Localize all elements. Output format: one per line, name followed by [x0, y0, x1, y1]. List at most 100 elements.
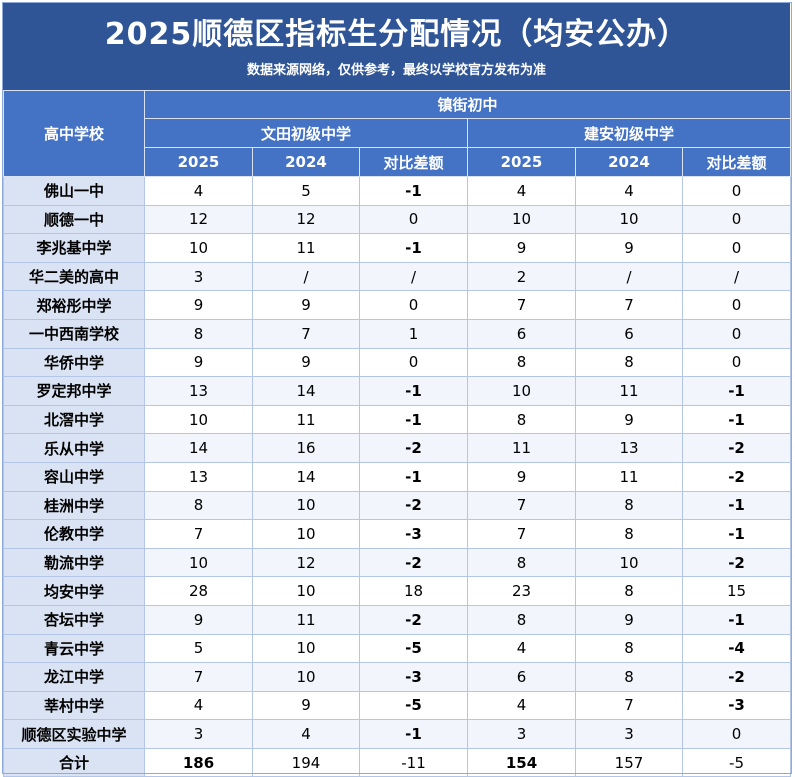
- school-name-cell: 伦教中学: [3, 519, 145, 549]
- value-cell: 9: [467, 461, 576, 492]
- value-cell: 7: [575, 690, 683, 721]
- value-cell: 9: [252, 347, 360, 378]
- value-cell: 0: [681, 347, 792, 378]
- table-row: 杏坛中学 9 11 -2 8 9 -1: [3, 604, 792, 635]
- value-cell: 12: [144, 204, 253, 235]
- page-title: 2025顺德区指标生分配情况（均安公办）: [104, 17, 689, 52]
- value-cell: -2: [681, 547, 792, 578]
- table-row: 青云中学 5 10 -5 4 8 -4: [3, 633, 792, 664]
- value-cell: 3: [144, 261, 253, 292]
- value-cell: -3: [681, 690, 792, 721]
- value-cell: -2: [359, 433, 468, 463]
- value-cell: -1: [681, 604, 792, 635]
- value-cell: 3: [575, 719, 683, 749]
- table-row: 郑裕彤中学 9 9 0 7 7 0: [3, 290, 792, 320]
- value-cell: 8: [467, 347, 576, 378]
- value-cell: 11: [467, 433, 576, 463]
- value-cell: 11: [575, 461, 683, 492]
- value-cell: 13: [144, 376, 253, 406]
- value-cell: -1: [359, 461, 468, 492]
- value-cell: -2: [681, 433, 792, 463]
- value-cell: 9: [144, 290, 253, 320]
- value-cell: -2: [681, 461, 792, 492]
- table-row: 乐从中学 14 16 -2 11 13 -2: [3, 433, 792, 463]
- table-row: 北滘中学 10 11 -1 8 9 -1: [3, 404, 792, 435]
- value-cell: 7: [467, 290, 576, 320]
- value-cell: 10: [252, 662, 360, 692]
- value-cell: 16: [252, 433, 360, 463]
- value-cell: 8: [575, 576, 683, 606]
- value-cell: -5: [359, 633, 468, 664]
- school-name-cell: 均安中学: [3, 576, 145, 606]
- value-cell: 9: [575, 604, 683, 635]
- value-cell: -1: [681, 376, 792, 406]
- value-cell: 10: [144, 404, 253, 435]
- value-cell: -2: [681, 662, 792, 692]
- value-cell: 7: [144, 519, 253, 549]
- value-cell: -1: [681, 519, 792, 549]
- value-cell: 8: [575, 662, 683, 692]
- value-cell: 8: [575, 633, 683, 664]
- value-cell: 8: [575, 519, 683, 549]
- value-cell: 13: [144, 461, 253, 492]
- school-name-cell: 顺德区实验中学: [3, 719, 145, 749]
- value-cell: 14: [144, 433, 253, 463]
- value-cell: 8: [467, 404, 576, 435]
- value-cell: 23: [467, 576, 576, 606]
- total-value-cell: 186: [144, 747, 253, 777]
- value-cell: 0: [359, 290, 468, 320]
- value-cell: 10: [467, 376, 576, 406]
- school-name-cell: 顺德一中: [3, 204, 145, 235]
- header-col: 2024: [252, 147, 360, 177]
- value-cell: 4: [575, 176, 683, 206]
- value-cell: 8: [575, 347, 683, 378]
- value-cell: 15: [681, 576, 792, 606]
- total-value-cell: 157: [575, 747, 683, 777]
- value-cell: 0: [681, 204, 792, 235]
- table-row: 一中西南学校 8 7 1 6 6 0: [3, 318, 792, 349]
- table-row: 莘村中学 4 9 -5 4 7 -3: [3, 690, 792, 721]
- value-cell: 9: [575, 404, 683, 435]
- value-cell: 9: [252, 290, 360, 320]
- table-row: 佛山一中 4 5 -1 4 4 0: [3, 176, 792, 206]
- value-cell: 11: [252, 604, 360, 635]
- value-cell: 8: [467, 604, 576, 635]
- value-cell: 5: [252, 176, 360, 206]
- value-cell: 3: [467, 719, 576, 749]
- value-cell: -5: [359, 690, 468, 721]
- school-name-cell: 乐从中学: [3, 433, 145, 463]
- school-name-cell: 莘村中学: [3, 690, 145, 721]
- table-row: 李兆基中学 10 11 -1 9 9 0: [3, 233, 792, 263]
- header-group: 镇街初中: [143, 90, 792, 119]
- table-row: 华二美的高中 3//2//: [3, 261, 792, 292]
- school-name-cell: 容山中学: [3, 461, 145, 492]
- value-cell: /: [359, 261, 468, 292]
- value-cell: 10: [252, 490, 360, 521]
- school-name-cell: 郑裕彤中学: [3, 290, 145, 320]
- value-cell: 4: [467, 690, 576, 721]
- value-cell: 0: [681, 176, 792, 206]
- value-cell: 13: [575, 433, 683, 463]
- value-cell: 7: [467, 519, 576, 549]
- total-value-cell: 194: [252, 747, 360, 777]
- value-cell: 12: [252, 204, 360, 235]
- value-cell: -4: [681, 633, 792, 664]
- value-cell: 4: [144, 176, 253, 206]
- value-cell: 10: [144, 233, 253, 263]
- value-cell: -2: [359, 604, 468, 635]
- value-cell: 2: [467, 261, 576, 292]
- header-col: 2025: [467, 147, 576, 177]
- value-cell: -1: [359, 176, 468, 206]
- value-cell: 3: [144, 719, 253, 749]
- table-row: 伦教中学 7 10 -3 7 8 -1: [3, 519, 792, 549]
- value-cell: 14: [252, 461, 360, 492]
- header-school: 高中学校: [3, 90, 145, 177]
- value-cell: 4: [467, 633, 576, 664]
- value-cell: -1: [681, 490, 792, 521]
- school-name-cell: 李兆基中学: [3, 233, 145, 263]
- header-middle-school-2: 建安初级中学: [466, 118, 792, 148]
- total-label: 合计: [3, 747, 145, 777]
- header-col: 2024: [575, 147, 683, 177]
- value-cell: 8: [575, 490, 683, 521]
